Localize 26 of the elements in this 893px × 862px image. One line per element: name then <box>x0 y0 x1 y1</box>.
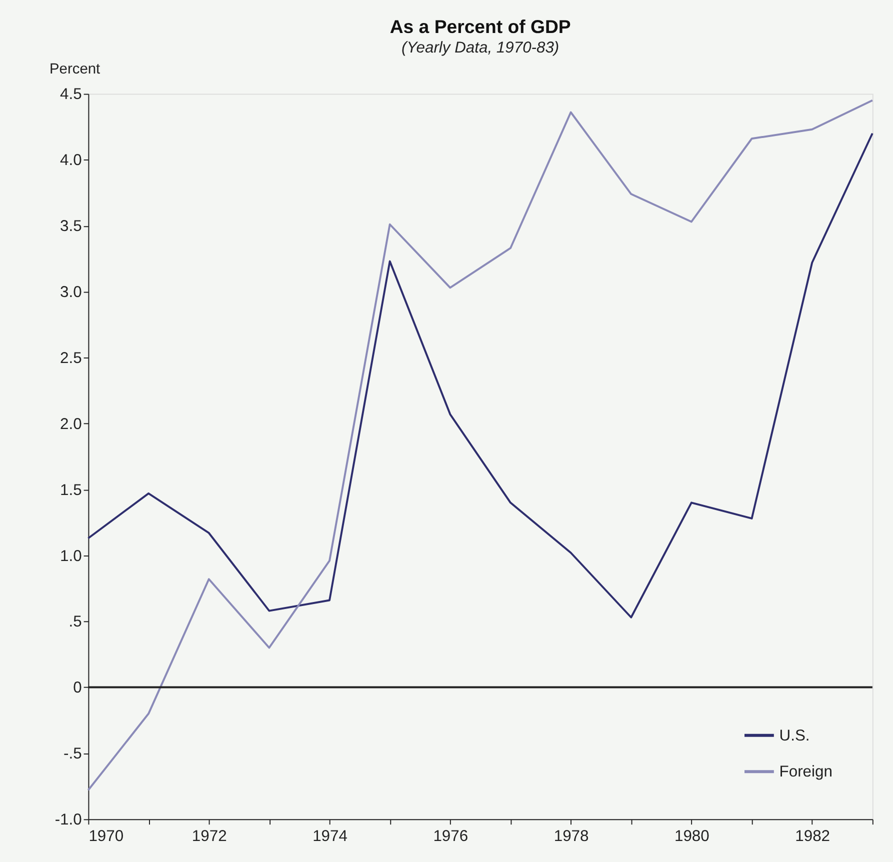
y-tick-label: 3.0 <box>60 284 82 302</box>
line-series <box>87 99 874 792</box>
chart-title: As a Percent of GDP <box>390 16 571 38</box>
y-tick-label: 2.5 <box>60 350 82 367</box>
legend-label: U.S. <box>779 727 810 744</box>
line-series <box>87 132 874 618</box>
x-tick-label: 1970 <box>88 828 124 846</box>
legend-label: Foreign <box>779 764 832 781</box>
y-tick-label: -1.0 <box>54 812 82 829</box>
y-tick-label: 3.5 <box>60 218 82 236</box>
x-tick-label: 1974 <box>312 828 348 846</box>
y-tick-label: 1.5 <box>60 482 82 499</box>
y-tick-label: 4.5 <box>60 86 82 104</box>
y-tick-label: 2.0 <box>60 416 82 433</box>
y-tick-label: 4.0 <box>60 152 82 170</box>
x-tick-label: 1978 <box>554 828 590 846</box>
y-tick-label: .5 <box>68 614 82 631</box>
y-tick-label: -.5 <box>64 746 82 763</box>
x-tick-label: 1976 <box>433 828 468 846</box>
y-tick-label: 1.0 <box>60 548 82 565</box>
x-tick-label: 1980 <box>674 828 710 846</box>
chart-subtitle: (Yearly Data, 1970-83) <box>401 40 560 57</box>
y-tick-label: 0 <box>73 680 82 697</box>
x-tick-label: 1982 <box>795 828 830 846</box>
y-axis-title: Percent <box>50 62 100 78</box>
x-tick-label: 1972 <box>192 828 227 846</box>
